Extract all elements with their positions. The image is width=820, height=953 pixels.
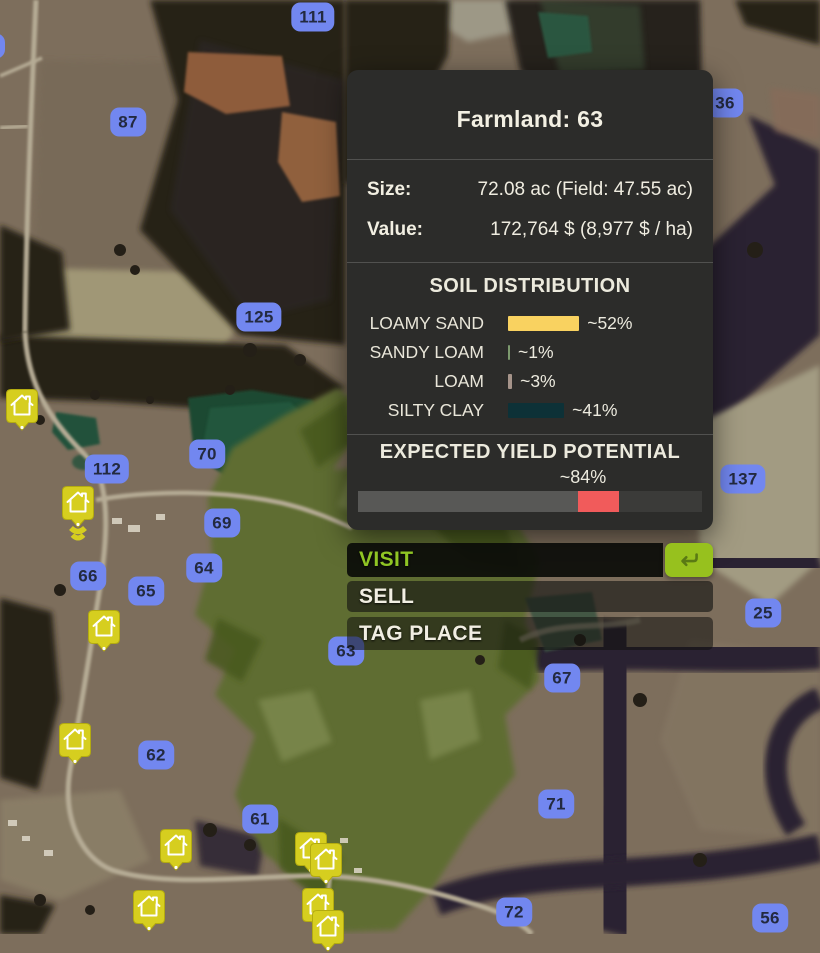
field-label-67[interactable]: 67 [544,663,580,693]
house-marker[interactable] [309,907,347,953]
soil-percentage: ~41% [572,400,618,420]
soil-bar [508,345,510,360]
soil-percentage: ~52% [587,313,633,333]
field-label-87[interactable]: 87 [110,107,146,137]
field-label-25[interactable]: 25 [745,598,781,628]
yield-potential-title: EXPECTED YIELD POTENTIAL [379,441,681,463]
house-icon [92,615,116,637]
sell-button[interactable]: SELL [347,581,713,612]
house-marker[interactable] [3,386,41,432]
field-label-69[interactable]: 69 [204,508,240,538]
field-label-61[interactable]: 61 [242,804,278,834]
divider [347,262,713,263]
yield-bar-fill [358,491,579,512]
value-row: Value: 172,764 $ (8,977 $ / ha) [367,219,693,241]
field-label-70[interactable]: 70 [189,439,225,469]
soil-bar [508,403,565,418]
house-icon [63,728,87,750]
visit-button[interactable]: VISIT [347,543,663,577]
panel-title: Farmland: 63 [456,106,604,132]
tag-place-button[interactable]: TAG PLACE [347,617,713,650]
field-label-64[interactable]: 64 [186,553,222,583]
yield-progress-bar [358,491,702,512]
yield-bar-marker [578,491,620,512]
soil-distribution-title: SOIL DISTRIBUTION [429,275,631,297]
house-icon [314,848,338,870]
field-label-partial[interactable] [0,33,5,59]
field-label-56[interactable]: 56 [752,903,788,933]
field-label-62[interactable]: 62 [138,740,174,770]
farmland-info-panel: Farmland: 63 Size: 72.08 ac (Field: 47.5… [347,70,713,530]
divider [347,159,713,160]
house-icon [66,491,90,513]
soil-type-label: SANDY LOAM [369,342,484,362]
visit-button-label: VISIT [359,548,414,571]
soil-row: SANDY LOAM ~1% [347,338,713,367]
soil-row: SILTY CLAY ~41% [347,396,713,425]
size-value: 72.08 ac (Field: 47.55 ac) [477,179,693,200]
house-marker[interactable] [157,826,195,872]
field-label-66[interactable]: 66 [70,561,106,591]
divider [347,434,713,435]
house-marker[interactable] [85,607,123,653]
soil-type-label: SILTY CLAY [387,400,484,420]
house-marker[interactable] [130,887,168,933]
field-label-111[interactable]: 111 [291,2,335,32]
soil-percentage: ~1% [518,342,554,362]
house-marker[interactable] [56,720,94,766]
soil-row: LOAMY SAND ~52% [347,309,713,338]
field-label-112[interactable]: 112 [84,454,130,484]
field-label-36[interactable]: 36 [707,88,743,118]
house-marker[interactable] [307,840,345,886]
return-arrow-icon [681,553,698,567]
field-label-65[interactable]: 65 [128,576,164,606]
soil-percentage: ~3% [520,371,556,391]
visit-row: VISIT [347,543,713,577]
soil-row: LOAM ~3% [347,367,713,396]
field-label-125[interactable]: 125 [236,302,282,332]
value-label: Value: [367,219,423,240]
soil-bar [508,374,513,389]
soil-type-label: LOAMY SAND [369,313,484,333]
house-icon [10,394,34,416]
house-icon [137,895,161,917]
value-value: 172,764 $ (8,977 $ / ha) [490,219,693,240]
size-label: Size: [367,179,412,200]
soil-type-label: LOAM [434,371,484,391]
field-label-72[interactable]: 72 [496,897,532,927]
yield-percentage: ~84% [559,467,607,487]
soil-rows: LOAMY SAND ~52% SANDY LOAM ~1% LOAM ~3% SILTY … [347,309,713,425]
field-label-71[interactable]: 71 [538,789,574,819]
soil-bar [508,316,580,331]
tag-place-button-label: TAG PLACE [359,621,483,645]
field-label-137[interactable]: 137 [720,464,766,494]
enter-key-button[interactable] [665,543,713,577]
house-icon [164,834,188,856]
house-marker[interactable] [59,483,97,543]
size-row: Size: 72.08 ac (Field: 47.55 ac) [367,179,693,201]
sell-button-label: SELL [359,584,415,608]
